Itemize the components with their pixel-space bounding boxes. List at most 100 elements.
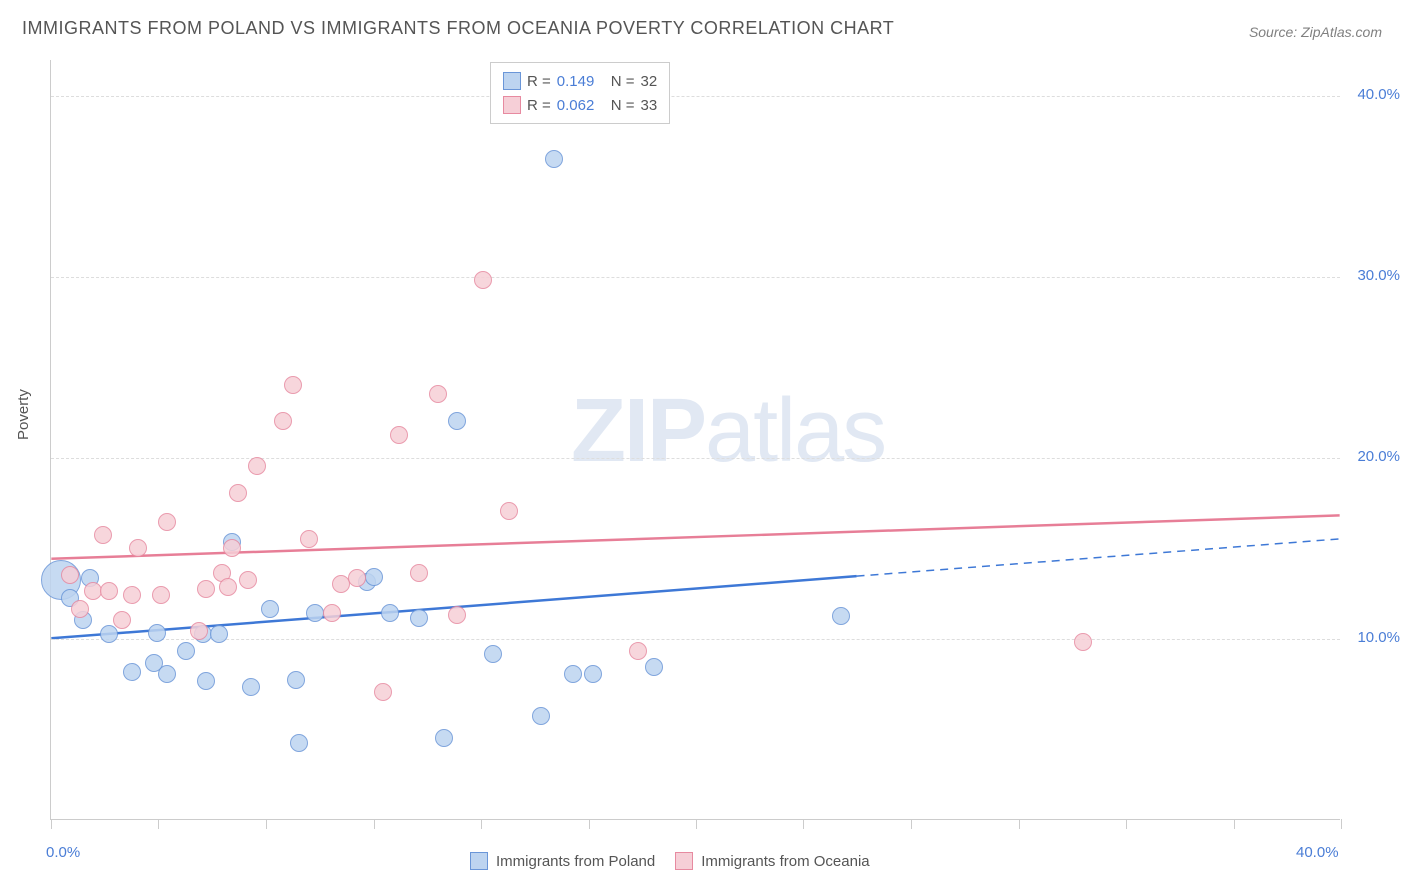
r-value-poland: 0.149 <box>557 73 605 90</box>
data-point-oceania <box>123 586 141 604</box>
data-point-poland <box>290 734 308 752</box>
data-point-oceania <box>1074 633 1092 651</box>
r-label: R = <box>527 97 551 114</box>
x-tick <box>266 819 267 829</box>
r-value-oceania: 0.062 <box>557 97 605 114</box>
data-point-poland <box>287 671 305 689</box>
data-point-poland <box>158 665 176 683</box>
trend-lines-layer <box>51 60 1340 819</box>
legend-label-oceania: Immigrants from Oceania <box>701 853 869 870</box>
data-point-poland <box>261 600 279 618</box>
source-attribution: Source: ZipAtlas.com <box>1249 24 1382 40</box>
data-point-poland <box>210 625 228 643</box>
legend-swatch-poland <box>470 852 488 870</box>
data-point-poland <box>584 665 602 683</box>
data-point-oceania <box>229 484 247 502</box>
data-point-oceania <box>348 569 366 587</box>
data-point-poland <box>832 607 850 625</box>
data-point-oceania <box>629 642 647 660</box>
grid-line <box>51 277 1340 278</box>
data-point-poland <box>123 663 141 681</box>
stats-row-oceania: R = 0.062 N = 33 <box>503 93 657 117</box>
legend-item-poland: Immigrants from Poland <box>470 852 655 870</box>
scatter-plot-area: ZIPatlas 10.0%20.0%30.0%40.0%0.0%40.0% <box>50 60 1340 820</box>
data-point-oceania <box>129 539 147 557</box>
n-value-oceania: 33 <box>641 97 658 114</box>
y-tick-label: 30.0% <box>1357 267 1400 284</box>
x-tick-label: 0.0% <box>46 844 80 861</box>
chart-title: IMMIGRANTS FROM POLAND VS IMMIGRANTS FRO… <box>22 18 894 39</box>
grid-line <box>51 96 1340 97</box>
y-axis-label: Poverty <box>15 389 32 440</box>
data-point-oceania <box>474 271 492 289</box>
data-point-oceania <box>429 385 447 403</box>
grid-line <box>51 458 1340 459</box>
data-point-oceania <box>197 580 215 598</box>
data-point-oceania <box>61 566 79 584</box>
data-point-poland <box>242 678 260 696</box>
swatch-poland <box>503 72 521 90</box>
x-tick <box>589 819 590 829</box>
data-point-oceania <box>152 586 170 604</box>
data-point-oceania <box>390 426 408 444</box>
data-point-poland <box>381 604 399 622</box>
data-point-poland <box>435 729 453 747</box>
data-point-oceania <box>274 412 292 430</box>
grid-line <box>51 639 1340 640</box>
r-label: R = <box>527 73 551 90</box>
data-point-oceania <box>219 578 237 596</box>
data-point-oceania <box>300 530 318 548</box>
data-point-oceania <box>410 564 428 582</box>
data-point-poland <box>197 672 215 690</box>
data-point-oceania <box>71 600 89 618</box>
y-tick-label: 20.0% <box>1357 448 1400 465</box>
data-point-oceania <box>239 571 257 589</box>
stats-legend: R = 0.149 N = 32 R = 0.062 N = 33 <box>490 62 670 124</box>
data-point-poland <box>100 625 118 643</box>
stats-row-poland: R = 0.149 N = 32 <box>503 69 657 93</box>
x-tick <box>158 819 159 829</box>
data-point-poland <box>448 412 466 430</box>
data-point-oceania <box>113 611 131 629</box>
n-value-poland: 32 <box>641 73 658 90</box>
trend-line-oceania <box>51 515 1339 558</box>
x-tick <box>481 819 482 829</box>
x-tick <box>803 819 804 829</box>
x-tick <box>374 819 375 829</box>
data-point-oceania <box>323 604 341 622</box>
data-point-oceania <box>448 606 466 624</box>
y-tick-label: 10.0% <box>1357 629 1400 646</box>
x-tick <box>1234 819 1235 829</box>
data-point-oceania <box>284 376 302 394</box>
data-point-poland <box>645 658 663 676</box>
data-point-oceania <box>248 457 266 475</box>
x-tick <box>1341 819 1342 829</box>
data-point-poland <box>148 624 166 642</box>
watermark-text: ZIPatlas <box>571 380 885 483</box>
data-point-poland <box>545 150 563 168</box>
data-point-oceania <box>500 502 518 520</box>
x-tick <box>911 819 912 829</box>
data-point-oceania <box>374 683 392 701</box>
data-point-poland <box>410 609 428 627</box>
series-legend: Immigrants from Poland Immigrants from Oc… <box>470 852 870 870</box>
data-point-oceania <box>223 539 241 557</box>
legend-label-poland: Immigrants from Poland <box>496 853 655 870</box>
n-label: N = <box>611 97 635 114</box>
x-tick <box>51 819 52 829</box>
n-label: N = <box>611 73 635 90</box>
data-point-poland <box>532 707 550 725</box>
y-tick-label: 40.0% <box>1357 86 1400 103</box>
data-point-oceania <box>94 526 112 544</box>
data-point-poland <box>564 665 582 683</box>
data-point-poland <box>484 645 502 663</box>
trend-line-dashed-poland <box>857 539 1340 576</box>
data-point-poland <box>365 568 383 586</box>
data-point-oceania <box>100 582 118 600</box>
x-tick <box>696 819 697 829</box>
data-point-oceania <box>190 622 208 640</box>
x-tick <box>1126 819 1127 829</box>
swatch-oceania <box>503 96 521 114</box>
x-tick <box>1019 819 1020 829</box>
data-point-poland <box>177 642 195 660</box>
